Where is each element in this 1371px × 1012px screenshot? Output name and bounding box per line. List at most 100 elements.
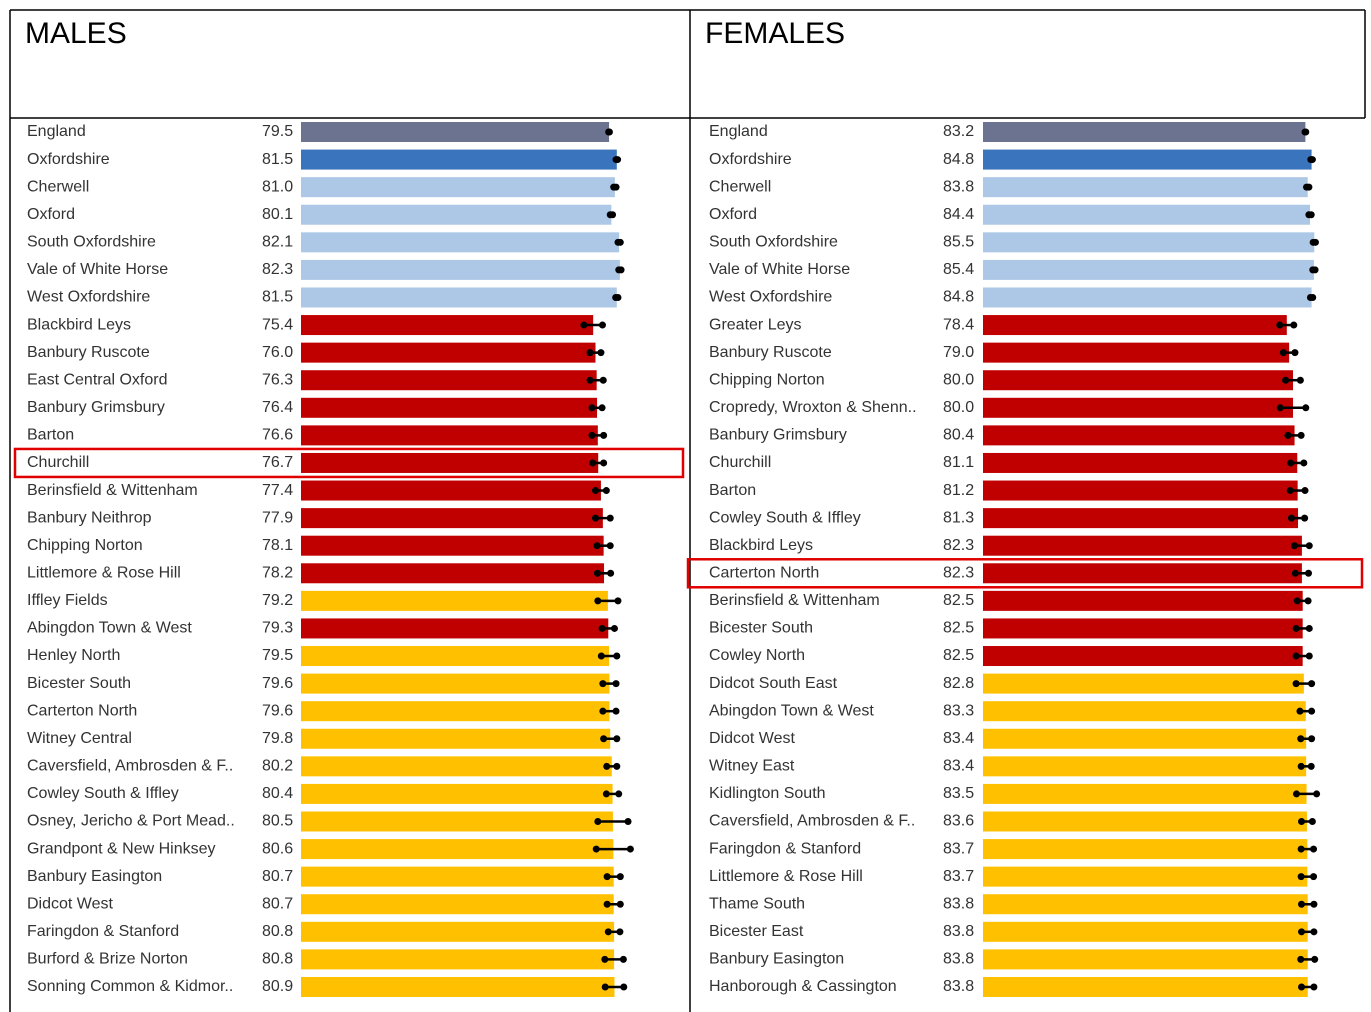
category-label: Faringdon & Stanford <box>27 923 179 940</box>
value-label: 79.2 <box>262 592 293 609</box>
error-bar-part <box>1297 873 1305 881</box>
error-bar-part <box>612 680 620 688</box>
error-bar <box>586 376 607 384</box>
bar <box>301 949 615 970</box>
error-bar-part <box>1309 293 1317 301</box>
error-bar <box>602 790 623 798</box>
error-bar-part <box>1308 707 1316 715</box>
value-label: 78.4 <box>943 316 974 333</box>
value-label: 83.8 <box>943 178 974 195</box>
category-label: Vale of White Horse <box>27 261 168 278</box>
error-bar-part <box>1297 762 1305 770</box>
bar <box>983 673 1304 694</box>
error-bar <box>592 514 614 522</box>
value-label: 83.4 <box>943 730 974 747</box>
error-bar-part <box>1293 597 1301 605</box>
bar <box>983 259 1314 280</box>
category-label: Cowley South & Iffley <box>27 785 179 802</box>
bar <box>983 397 1293 418</box>
category-label: Berinsfield & Wittenham <box>27 482 198 499</box>
error-bar-part <box>1311 266 1319 274</box>
error-bar-part <box>1292 790 1300 798</box>
error-bar-part <box>1302 404 1310 412</box>
error-bar-part <box>1307 211 1315 219</box>
error-bar-part <box>619 955 627 963</box>
category-label: Cherwell <box>27 178 89 195</box>
error-bar-part <box>616 873 624 881</box>
category-label: England <box>27 123 86 140</box>
error-bar-part <box>592 845 600 853</box>
error-bar-part <box>1310 845 1318 853</box>
error-bar-part <box>1301 487 1309 495</box>
bar <box>983 783 1307 804</box>
error-bar-part <box>615 790 623 798</box>
category-label: Bicester South <box>709 620 813 637</box>
error-bar <box>1298 818 1316 825</box>
error-bar <box>1307 156 1316 164</box>
value-label: 83.5 <box>943 785 974 802</box>
error-bar-part <box>1276 404 1284 412</box>
error-bar-part <box>1276 321 1284 329</box>
error-bar <box>1276 404 1310 412</box>
value-label: 80.7 <box>262 895 293 912</box>
bar <box>983 149 1312 170</box>
error-bar-part <box>593 542 601 550</box>
error-bar <box>1309 238 1319 246</box>
error-bar-part <box>1296 707 1304 715</box>
error-bar <box>1276 321 1298 329</box>
bar <box>301 177 615 198</box>
error-bar-part <box>594 818 602 825</box>
error-bar-part <box>1291 542 1299 550</box>
error-bar-part <box>1296 376 1304 384</box>
error-bar-part <box>620 983 628 991</box>
bar <box>983 811 1307 832</box>
bar <box>301 728 611 749</box>
error-bar-part <box>1292 624 1300 632</box>
error-bar <box>1279 349 1299 357</box>
bar <box>301 425 598 446</box>
error-bar-part <box>594 597 602 605</box>
bar <box>983 646 1303 667</box>
error-bar-part <box>1298 900 1306 908</box>
error-bar-part <box>617 266 625 274</box>
category-label: Carterton North <box>27 702 137 719</box>
value-label: 76.6 <box>262 427 293 444</box>
category-label: Oxfordshire <box>709 151 792 168</box>
error-bar-part <box>580 321 588 329</box>
error-bar <box>605 128 613 136</box>
category-label: Caversfield, Ambrosden & F.. <box>709 813 915 830</box>
value-label: 80.0 <box>943 399 974 416</box>
value-label: 77.9 <box>262 509 293 526</box>
category-label: Iffley Fields <box>27 592 108 609</box>
category-label: Bicester South <box>27 675 131 692</box>
error-bar <box>593 569 615 577</box>
error-bar-part <box>616 928 624 936</box>
bar <box>301 287 617 308</box>
value-label: 79.5 <box>262 647 293 664</box>
value-label: 79.5 <box>262 123 293 140</box>
category-label: West Oxfordshire <box>709 289 832 306</box>
value-label: 81.3 <box>943 509 974 526</box>
error-bar <box>1297 845 1318 853</box>
value-label: 85.5 <box>943 234 974 251</box>
category-label: Littlemore & Rose Hill <box>27 564 181 581</box>
error-bar <box>598 624 618 632</box>
error-bar <box>594 597 622 605</box>
category-label: Cowley South & Iffley <box>709 509 861 526</box>
error-bar-part <box>598 321 606 329</box>
error-bar-part <box>1298 983 1306 991</box>
category-label: East Central Oxford <box>27 371 168 388</box>
error-bar <box>600 735 621 743</box>
error-bar <box>1298 983 1318 991</box>
value-label: 80.8 <box>262 951 293 968</box>
bar <box>301 397 598 418</box>
category-label: England <box>709 123 768 140</box>
error-bar-part <box>1284 431 1292 439</box>
chart-title: FEMALES <box>705 17 845 50</box>
category-label: Berinsfield & Wittenham <box>709 592 880 609</box>
value-label: 81.5 <box>262 289 293 306</box>
bar <box>983 204 1311 225</box>
error-bar-part <box>1297 845 1305 853</box>
category-label: Blackbird Leys <box>27 316 131 333</box>
